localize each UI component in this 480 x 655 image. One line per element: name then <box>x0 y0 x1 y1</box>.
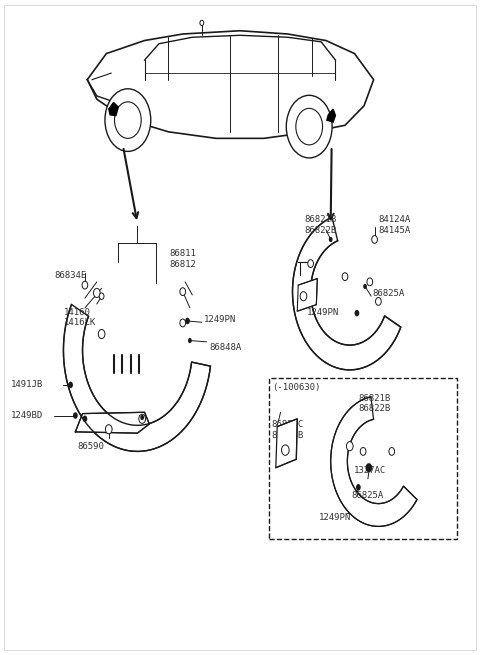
Text: 1249BD: 1249BD <box>11 411 43 420</box>
Circle shape <box>360 447 366 455</box>
Polygon shape <box>276 419 297 468</box>
Polygon shape <box>331 397 417 527</box>
Circle shape <box>68 382 73 388</box>
Text: 86821B
86822B: 86821B 86822B <box>304 215 336 234</box>
Polygon shape <box>109 102 118 115</box>
Circle shape <box>115 102 141 138</box>
Text: 86834E: 86834E <box>54 271 86 280</box>
Circle shape <box>363 284 367 289</box>
Text: 1327AC: 1327AC <box>354 466 386 476</box>
Text: 86825A: 86825A <box>352 491 384 500</box>
Text: 14160
1416LK: 14160 1416LK <box>63 308 96 328</box>
Polygon shape <box>292 217 401 370</box>
Circle shape <box>329 237 333 242</box>
Circle shape <box>180 288 186 295</box>
Circle shape <box>365 463 372 472</box>
Text: 86811
86812: 86811 86812 <box>169 250 196 269</box>
Circle shape <box>367 278 372 286</box>
Circle shape <box>139 414 145 423</box>
Circle shape <box>94 288 100 297</box>
Circle shape <box>180 319 186 327</box>
Circle shape <box>389 447 395 455</box>
Text: 86848A: 86848A <box>209 343 241 352</box>
Text: 1249PN: 1249PN <box>204 315 237 324</box>
Circle shape <box>200 20 204 26</box>
Text: 1249PN: 1249PN <box>307 308 339 317</box>
Circle shape <box>308 259 313 267</box>
Circle shape <box>355 310 360 316</box>
Circle shape <box>286 96 332 158</box>
Text: 1491JB: 1491JB <box>11 381 43 389</box>
Circle shape <box>140 415 144 420</box>
Circle shape <box>296 108 323 145</box>
Circle shape <box>98 329 105 339</box>
Circle shape <box>105 89 151 151</box>
Circle shape <box>82 281 88 289</box>
Text: 86825A: 86825A <box>372 289 405 298</box>
FancyBboxPatch shape <box>269 378 457 540</box>
Circle shape <box>342 272 348 280</box>
Circle shape <box>356 484 361 491</box>
Text: 1249PN: 1249PN <box>319 514 351 523</box>
Polygon shape <box>327 109 336 122</box>
Circle shape <box>83 415 87 422</box>
Text: 86821B
86822B: 86821B 86822B <box>359 394 391 413</box>
Polygon shape <box>75 412 149 433</box>
Text: 84124A
84145A: 84124A 84145A <box>378 215 411 234</box>
Text: 86823C
86824B: 86823C 86824B <box>271 420 303 440</box>
Circle shape <box>185 318 190 324</box>
Circle shape <box>347 441 353 451</box>
Circle shape <box>372 236 377 244</box>
Circle shape <box>300 291 307 301</box>
Text: (-100630): (-100630) <box>273 383 321 392</box>
Text: 86590: 86590 <box>78 441 105 451</box>
Circle shape <box>99 293 104 299</box>
Circle shape <box>106 424 112 434</box>
Polygon shape <box>297 278 317 311</box>
Circle shape <box>73 412 78 419</box>
Polygon shape <box>63 305 210 451</box>
Circle shape <box>281 445 289 455</box>
Circle shape <box>375 297 381 305</box>
Circle shape <box>188 338 192 343</box>
